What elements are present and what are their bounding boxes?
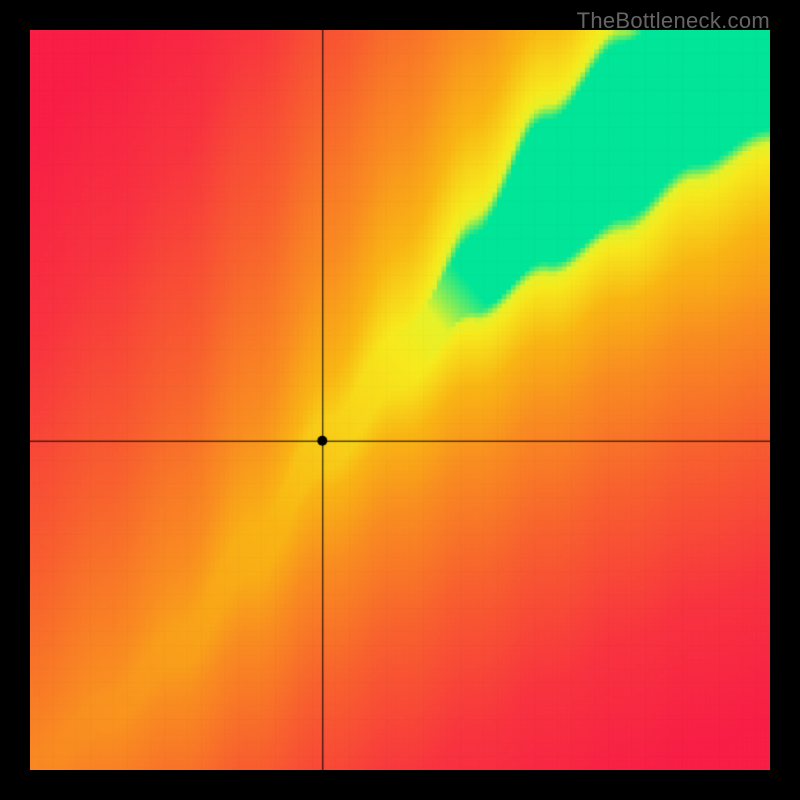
heatmap-canvas [30, 30, 770, 770]
watermark-text: TheBottleneck.com [577, 8, 770, 34]
chart-container: TheBottleneck.com [0, 0, 800, 800]
plot-area [30, 30, 770, 770]
